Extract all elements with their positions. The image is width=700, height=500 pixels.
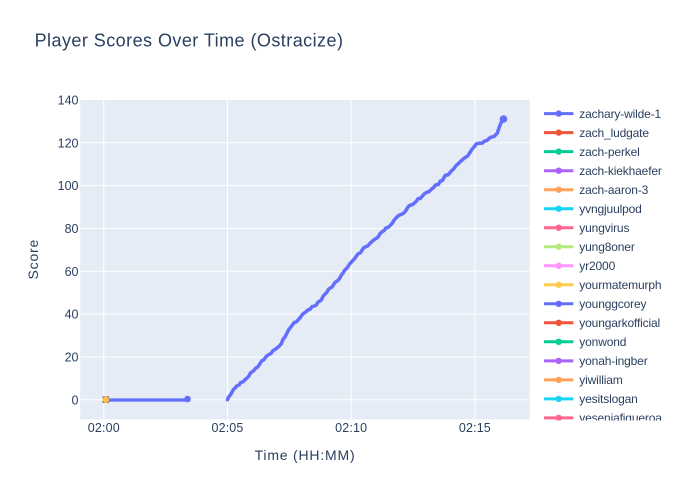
svg-text:Score: Score — [25, 239, 41, 280]
svg-text:02:05: 02:05 — [211, 421, 243, 435]
svg-text:yungvirus: yungvirus — [579, 221, 629, 235]
svg-text:Time (HH:MM): Time (HH:MM) — [255, 447, 356, 463]
svg-text:120: 120 — [58, 136, 79, 150]
svg-text:yiwilliam: yiwilliam — [579, 373, 622, 387]
svg-text:20: 20 — [65, 351, 79, 365]
svg-text:0: 0 — [72, 393, 79, 407]
svg-text:80: 80 — [65, 222, 79, 236]
svg-text:100: 100 — [58, 179, 79, 193]
svg-text:zach_ludgate: zach_ludgate — [579, 126, 649, 140]
svg-text:zach-kiekhaefer: zach-kiekhaefer — [579, 164, 662, 178]
svg-text:zachary-wilde-1: zachary-wilde-1 — [579, 107, 661, 121]
svg-text:zach-aaron-3: zach-aaron-3 — [579, 183, 648, 197]
svg-text:40: 40 — [65, 308, 79, 322]
svg-text:140: 140 — [58, 94, 79, 108]
svg-text:yonwond: yonwond — [579, 335, 626, 349]
svg-text:yesitslogan: yesitslogan — [579, 392, 637, 406]
svg-text:60: 60 — [65, 265, 79, 279]
svg-text:yvngjuulpod: yvngjuulpod — [579, 202, 641, 216]
svg-text:youngarkofficial: youngarkofficial — [579, 316, 660, 330]
svg-text:younggcorey: younggcorey — [579, 297, 646, 311]
svg-text:yourmatemurph: yourmatemurph — [579, 278, 661, 292]
svg-text:02:00: 02:00 — [88, 421, 120, 435]
svg-text:yonah-ingber: yonah-ingber — [579, 354, 647, 368]
svg-text:zach-perkel: zach-perkel — [579, 145, 639, 159]
svg-text:yr2000: yr2000 — [579, 259, 615, 273]
svg-text:02:10: 02:10 — [335, 421, 367, 435]
svg-text:Player Scores Over Time (Ostra: Player Scores Over Time (Ostracize) — [35, 30, 344, 50]
svg-text:yung8oner: yung8oner — [579, 240, 635, 254]
svg-text:02:15: 02:15 — [459, 421, 491, 435]
